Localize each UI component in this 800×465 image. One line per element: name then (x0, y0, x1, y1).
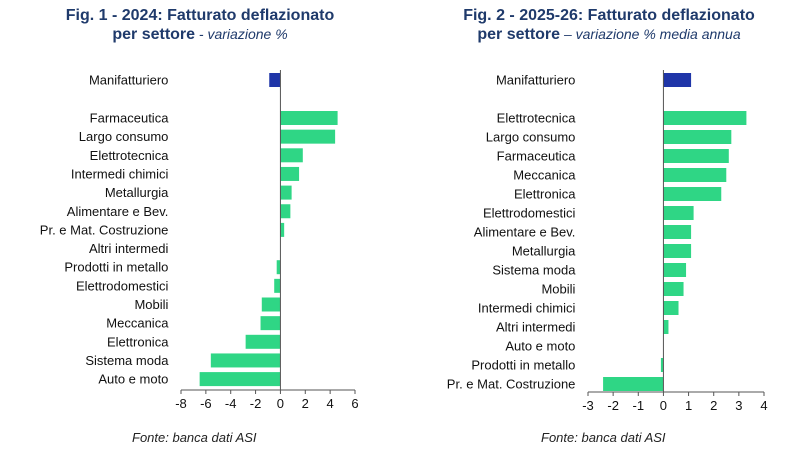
chart1-x-tick-label: 2 (302, 396, 309, 411)
chart2-bar (663, 187, 722, 201)
chart2-bar (663, 225, 692, 239)
chart2-category-label: Manifatturiero (496, 73, 575, 88)
chart1-category-label: Prodotti in metallo (64, 260, 168, 275)
chart2-bar (663, 244, 692, 258)
chart2-category-label: Elettronica (514, 187, 576, 202)
chart2-bar (663, 206, 694, 220)
chart2-bar (663, 111, 747, 125)
chart1-source: Fonte: banca dati ASI (132, 430, 257, 445)
chart2-category-label: Mobili (541, 282, 575, 297)
chart1-x-tick-label: -4 (225, 396, 237, 411)
chart2-category-label: Elettrotecnica (497, 111, 577, 126)
chart2-bar (663, 301, 679, 315)
chart2-bar (663, 168, 727, 182)
chart2-title: Fig. 2 - 2025-26: Fatturato deflazionato… (418, 6, 800, 44)
chart2-category-label: Metallurgia (512, 244, 576, 259)
chart2-category-label: Sistema moda (492, 263, 576, 278)
chart2-category-label: Intermedi chimici (478, 301, 576, 316)
chart1-bar (280, 204, 291, 219)
chart1-category-label: Altri intermedi (89, 241, 169, 256)
chart1-category-label: Elettrotecnica (90, 148, 170, 163)
chart2-category-label: Auto e moto (505, 339, 575, 354)
chart1-title-line1: Fig. 1 - 2024: Fatturato deflazionato (65, 7, 335, 24)
chart1-bar (260, 316, 281, 331)
chart2-x-tick-label: -3 (582, 398, 594, 413)
chart2-title-line1: Fig. 2 - 2025-26: Fatturato deflazionato (463, 7, 755, 24)
chart2-x-tick-label: 4 (760, 398, 767, 413)
chart1-subtitle: - variazione % (195, 26, 288, 42)
chart2-category-label: Largo consumo (486, 130, 576, 145)
chart2-x-tick-label: -2 (607, 398, 619, 413)
chart1-bar (280, 111, 338, 125)
chart1-bar (269, 73, 281, 87)
chart1-bar (276, 260, 281, 275)
chart1-category-label: Pr. e Mat. Costruzione (40, 222, 169, 237)
chart1-x-tick-label: -2 (250, 396, 262, 411)
chart1-bar (280, 129, 336, 144)
chart2-category-label: Farmaceutica (497, 149, 577, 164)
chart2-bar (603, 377, 664, 391)
chart1-bar (280, 222, 285, 237)
chart1-bar (280, 148, 303, 163)
chart1-category-label: Mobili (134, 297, 168, 312)
chart1-bar (280, 166, 300, 181)
chart2-bar (660, 358, 664, 372)
chart2-x-tick-label: 0 (660, 398, 667, 413)
chart2-x-tick-label: 1 (685, 398, 692, 413)
chart1-category-label: Elettronica (107, 334, 169, 349)
chart1-bar (261, 297, 281, 312)
chart2-bar (663, 263, 687, 277)
chart1-category-label: Elettrodomestici (76, 278, 169, 293)
chart2-title-line2: per settore (477, 26, 561, 43)
chart1-category-label: Largo consumo (79, 129, 169, 144)
chart1-title: Fig. 1 - 2024: Fatturato deflazionato pe… (40, 6, 360, 44)
chart2-bar (663, 130, 732, 144)
chart2-bar (663, 149, 729, 163)
chart1-category-label: Metallurgia (105, 185, 169, 200)
chart2-x-tick-label: 3 (735, 398, 742, 413)
chart1-x-tick-label: 0 (277, 396, 284, 411)
chart1-category-label: Auto e moto (98, 372, 168, 387)
chart1-x-tick-label: 6 (351, 396, 358, 411)
chart1-bar (280, 185, 292, 200)
chart1-bar (210, 353, 281, 368)
chart2-x-tick-label: 2 (710, 398, 717, 413)
chart1-bar (245, 334, 281, 349)
chart1-category-label: Intermedi chimici (71, 166, 169, 181)
chart2-category-label: Alimentare e Bev. (474, 225, 576, 240)
chart1-x-tick-label: 4 (327, 396, 334, 411)
chart1-category-label: Alimentare e Bev. (67, 204, 169, 219)
chart1-category-label: Meccanica (106, 316, 169, 331)
chart2-category-label: Elettrodomestici (483, 206, 576, 221)
chart2-bar (663, 320, 669, 334)
chart2-bar (663, 282, 684, 296)
chart1-bar (274, 278, 281, 293)
chart1-x-tick-label: -8 (175, 396, 187, 411)
chart2-category-label: Prodotti in metallo (471, 358, 575, 373)
chart1-x-tick-label: -6 (200, 396, 212, 411)
chart2-category-label: Altri intermedi (496, 320, 576, 335)
chart1-title-line2: per settore (112, 26, 196, 43)
chart2-source: Fonte: banca dati ASI (541, 430, 666, 445)
chart2-category-label: Meccanica (513, 168, 576, 183)
chart2-bar (663, 73, 692, 87)
chart2-x-tick-label: -1 (633, 398, 645, 413)
chart1-bar (199, 372, 281, 387)
chart2-category-label: Pr. e Mat. Costruzione (447, 377, 576, 392)
chart1-category-label: Sistema moda (85, 353, 169, 368)
chart1-category-label: Farmaceutica (90, 111, 170, 126)
chart2-subtitle: – variazione % media annua (560, 26, 741, 42)
chart1-category-label: Manifatturiero (89, 73, 168, 88)
